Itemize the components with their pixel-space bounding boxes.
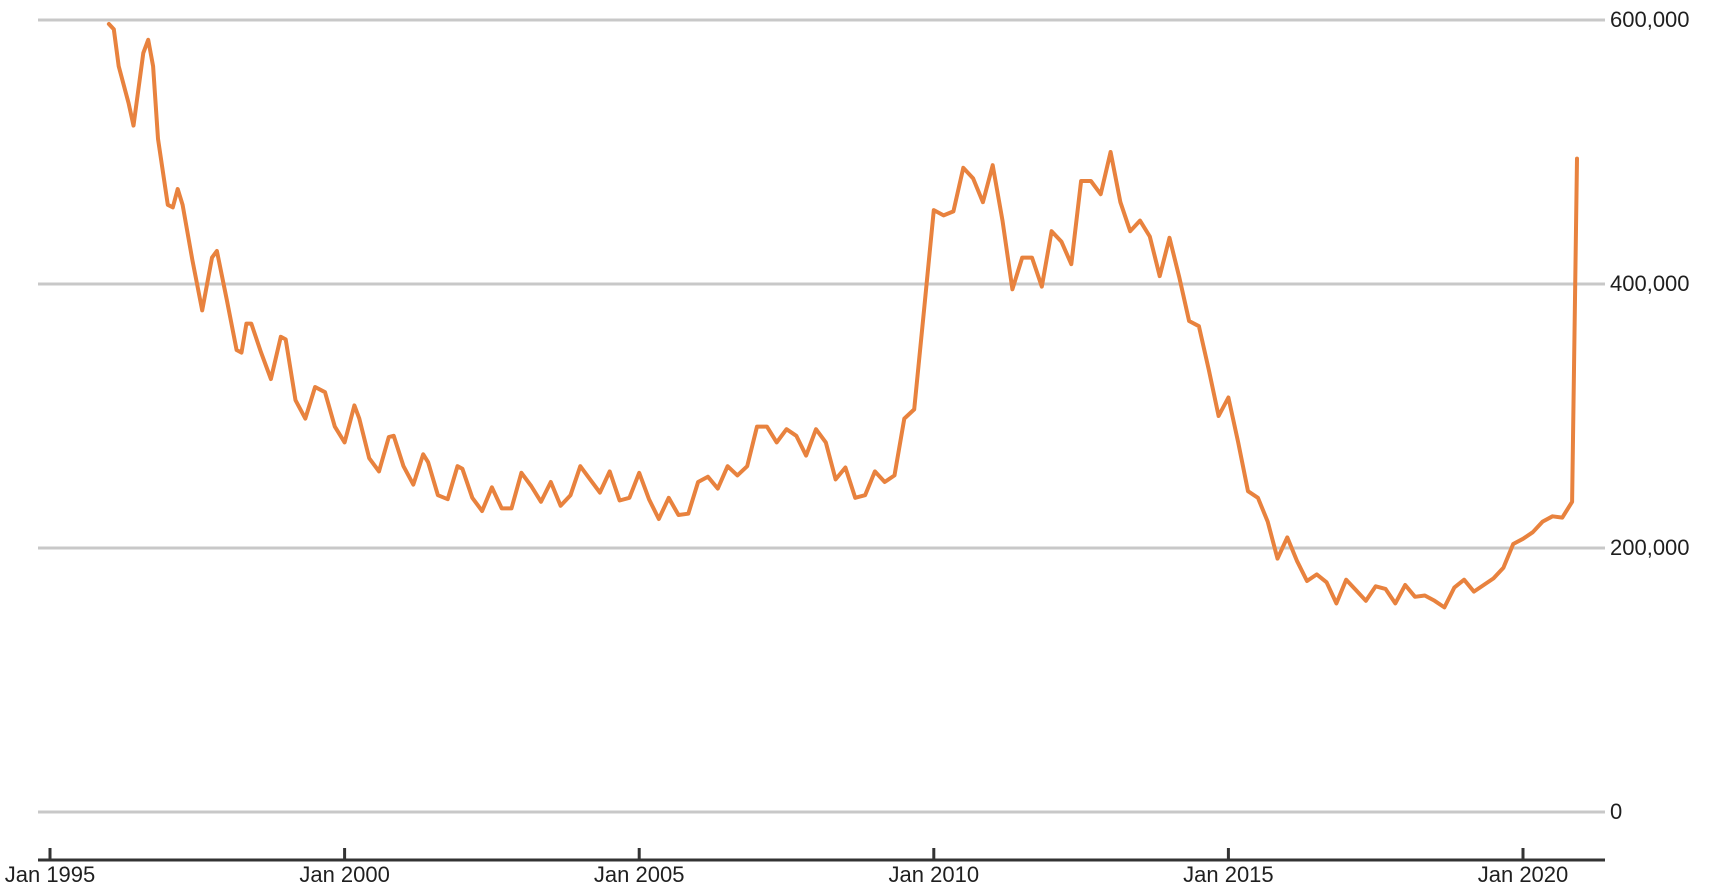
y-tick-label: 200,000: [1610, 535, 1690, 560]
x-tick-label: Jan 2005: [594, 862, 685, 886]
series-line-0: [106, 22, 1579, 610]
y-tick-label: 600,000: [1610, 7, 1690, 32]
y-tick-label: 0: [1610, 799, 1622, 824]
x-tick-label: Jan 2020: [1478, 862, 1569, 886]
series-layer: [106, 22, 1579, 610]
x-axis-labels: Jan 1995 Jan 2000 Jan 2005 Jan 2010 Jan 2015…: [5, 862, 1569, 886]
x-axis: [38, 848, 1605, 862]
x-tick-label: Jan 2000: [299, 862, 390, 886]
x-tick-label: Jan 1995: [5, 862, 96, 886]
y-axis-labels: 0 200,000 400,000 600,000: [1610, 7, 1690, 824]
x-tick-label: Jan 2010: [889, 862, 980, 886]
y-tick-label: 400,000: [1610, 271, 1690, 296]
grid-lines: [38, 18, 1605, 814]
x-tick-label: Jan 2015: [1183, 862, 1274, 886]
